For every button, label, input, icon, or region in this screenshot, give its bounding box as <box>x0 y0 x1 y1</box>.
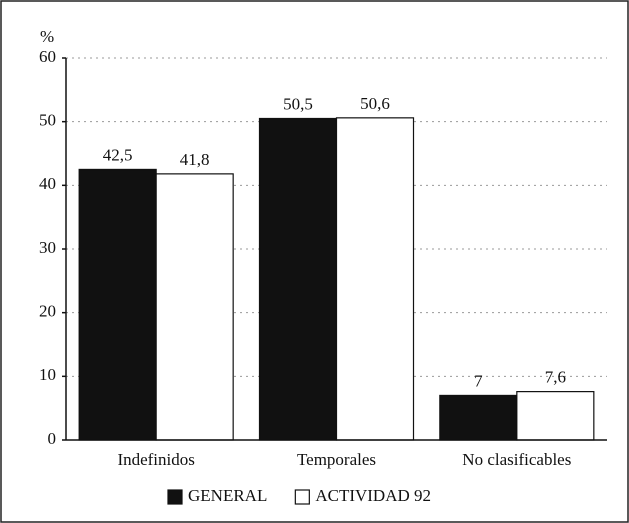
value-label: 41,8 <box>180 150 210 169</box>
x-tick-label: Temporales <box>297 450 376 469</box>
value-label: 7,6 <box>545 368 566 387</box>
bar <box>78 168 157 441</box>
bar <box>258 117 338 441</box>
x-tick-label: No clasificables <box>462 450 571 469</box>
bar <box>439 394 518 441</box>
bar <box>155 173 234 441</box>
value-label: 50,5 <box>283 94 313 113</box>
legend-label: ACTIVIDAD 92 <box>315 486 431 505</box>
y-tick-label: 20 <box>39 302 56 321</box>
bar <box>335 117 415 441</box>
bar <box>516 391 595 441</box>
value-label: 50,6 <box>360 94 390 113</box>
x-tick-label: Indefinidos <box>117 450 194 469</box>
y-tick-label: 30 <box>39 238 56 257</box>
value-label: 7 <box>474 371 483 390</box>
y-axis-label: % <box>40 27 54 46</box>
legend-label: GENERAL <box>188 486 267 505</box>
y-tick-label: 60 <box>39 47 56 66</box>
y-tick-label: 10 <box>39 365 56 384</box>
y-tick-label: 0 <box>48 429 57 448</box>
value-label: 42,5 <box>103 145 133 164</box>
legend-swatch <box>294 489 310 505</box>
y-tick-label: 50 <box>39 111 56 130</box>
legend-swatch <box>167 489 183 505</box>
y-tick-label: 40 <box>39 174 56 193</box>
